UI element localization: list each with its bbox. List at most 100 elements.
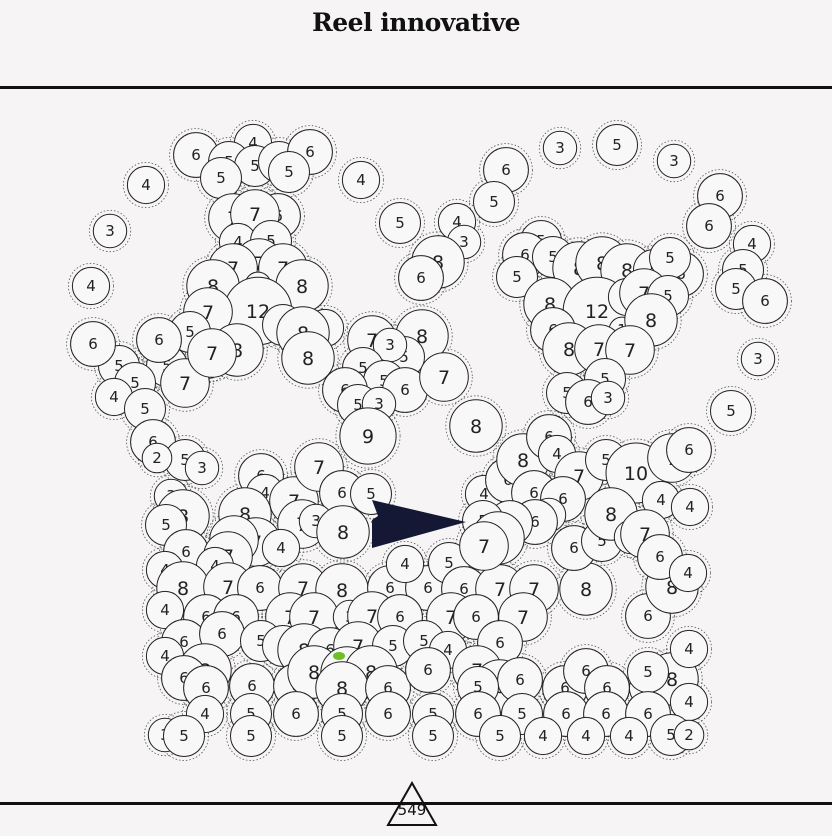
shooter-arrow-icon[interactable] bbox=[372, 500, 466, 548]
bubble[interactable]: 6 bbox=[686, 203, 732, 249]
bubble[interactable]: 5 bbox=[200, 157, 242, 199]
page-title: Reel innovative bbox=[311, 8, 521, 37]
bubble-circle bbox=[666, 427, 712, 473]
bubble[interactable]: 2 bbox=[673, 719, 705, 751]
bubble-number: 3 bbox=[197, 459, 207, 477]
bubble-number: 8 bbox=[563, 339, 575, 361]
bubble-halo bbox=[586, 376, 630, 420]
bubble-number: 6 bbox=[704, 217, 714, 235]
bubble[interactable]: 5 bbox=[321, 715, 363, 757]
bubble[interactable]: 7 bbox=[187, 328, 237, 378]
bubble[interactable]: 4 bbox=[668, 553, 708, 593]
bubble-circle bbox=[261, 528, 301, 568]
bubble-number: 6 bbox=[473, 705, 483, 723]
bubble[interactable]: 6 bbox=[398, 255, 444, 301]
bubble-circle bbox=[668, 553, 708, 593]
bubble-number: 8 bbox=[517, 450, 529, 472]
bubble-number: 7 bbox=[206, 343, 218, 365]
bubble[interactable]: 8 bbox=[316, 505, 370, 559]
bubble[interactable]: 5 bbox=[268, 151, 310, 193]
bubble-circle bbox=[449, 399, 503, 453]
bubble-circle bbox=[670, 487, 710, 527]
bubble-halo bbox=[643, 271, 693, 321]
bubble[interactable]: 5 bbox=[230, 715, 272, 757]
bubble-number: 7 bbox=[478, 536, 490, 558]
bubble-number: 4 bbox=[356, 171, 366, 189]
bubble-number: 5 bbox=[428, 705, 438, 723]
bubble[interactable]: 3 bbox=[542, 130, 578, 166]
bubble[interactable]: 6 bbox=[273, 691, 319, 737]
bubble-number: 5 bbox=[114, 357, 124, 375]
bubble[interactable]: 9 bbox=[339, 407, 397, 465]
bubble-number: 2 bbox=[684, 726, 694, 744]
bubble[interactable]: 5 bbox=[710, 390, 752, 432]
bubble-number: 3 bbox=[385, 336, 395, 354]
bubble-number: 6 bbox=[558, 490, 568, 508]
bubble-circle bbox=[141, 442, 173, 474]
bubble[interactable]: 6 bbox=[70, 321, 116, 367]
bubble-circle bbox=[136, 317, 182, 363]
bubble-number: 7 bbox=[438, 367, 450, 389]
bubble[interactable]: 3 bbox=[590, 380, 626, 416]
bubble[interactable]: 5 bbox=[596, 124, 638, 166]
bubble[interactable]: 5 bbox=[379, 202, 421, 244]
bubble-number: 4 bbox=[160, 601, 170, 619]
bubble[interactable]: 4 bbox=[669, 629, 709, 669]
bubble[interactable]: 2 bbox=[141, 442, 173, 474]
bubble[interactable]: 8 bbox=[559, 562, 613, 616]
bubble-number: 6 bbox=[217, 625, 227, 643]
bubble-number: 3 bbox=[374, 395, 384, 413]
bubble[interactable]: 3 bbox=[740, 341, 776, 377]
bubble[interactable]: 7 bbox=[419, 352, 469, 402]
bubble[interactable]: 4 bbox=[341, 160, 381, 200]
bubble[interactable]: 5 bbox=[163, 715, 205, 757]
bubble[interactable]: 4 bbox=[71, 266, 111, 306]
bubble-number: 6 bbox=[179, 633, 189, 651]
bubble[interactable]: 3 bbox=[184, 450, 220, 486]
bubble[interactable]: 4 bbox=[670, 487, 710, 527]
bubble[interactable]: 4 bbox=[523, 716, 563, 756]
bubble-number: 6 bbox=[247, 677, 257, 695]
bubble[interactable]: 6 bbox=[136, 317, 182, 363]
bubble[interactable]: 8 bbox=[449, 399, 503, 453]
bubble-halo bbox=[283, 125, 337, 179]
bubble[interactable]: 7 bbox=[459, 521, 509, 571]
bubble[interactable]: 4 bbox=[126, 165, 166, 205]
bubble[interactable]: 4 bbox=[261, 528, 301, 568]
bubble[interactable]: 6 bbox=[365, 691, 411, 737]
bubble[interactable]: 5 bbox=[627, 651, 669, 693]
bubble[interactable]: 3 bbox=[92, 213, 128, 249]
bubble-number: 5 bbox=[665, 249, 675, 267]
bubble-number: 6 bbox=[684, 441, 694, 459]
bubble[interactable]: 5 bbox=[479, 715, 521, 757]
bubble-number: 6 bbox=[423, 579, 433, 597]
bubble-halo bbox=[662, 423, 716, 477]
bubble[interactable]: 3 bbox=[372, 327, 408, 363]
bubble-number: 8 bbox=[645, 310, 657, 332]
bubble[interactable]: 5 bbox=[412, 715, 454, 757]
bubble-circle bbox=[590, 380, 626, 416]
bubble-circle bbox=[609, 716, 649, 756]
bubble[interactable]: 4 bbox=[385, 544, 425, 584]
bubble[interactable]: 7 bbox=[605, 325, 655, 375]
bubble[interactable]: 8 bbox=[281, 331, 335, 385]
bubble-number: 10 bbox=[624, 463, 648, 485]
bubble[interactable]: 3 bbox=[656, 143, 692, 179]
bubble[interactable]: 4 bbox=[609, 716, 649, 756]
bubble[interactable]: 6 bbox=[405, 647, 451, 693]
bubble-halo bbox=[738, 274, 792, 328]
bubble-halo bbox=[492, 252, 542, 302]
bubble-number: 6 bbox=[291, 705, 301, 723]
bubble[interactable]: 5 bbox=[496, 256, 538, 298]
bubble[interactable]: 5 bbox=[473, 181, 515, 223]
bubble[interactable]: 6 bbox=[666, 427, 712, 473]
bubble-number: 3 bbox=[459, 233, 469, 251]
bubble-number: 5 bbox=[246, 727, 256, 745]
bubble[interactable]: 4 bbox=[145, 590, 185, 630]
bubble[interactable]: 6 bbox=[742, 278, 788, 324]
bubble[interactable]: 4 bbox=[566, 716, 606, 756]
bubble-halo bbox=[580, 354, 630, 404]
bubble-number: 4 bbox=[538, 727, 548, 745]
bubble-number: 8 bbox=[296, 276, 308, 298]
